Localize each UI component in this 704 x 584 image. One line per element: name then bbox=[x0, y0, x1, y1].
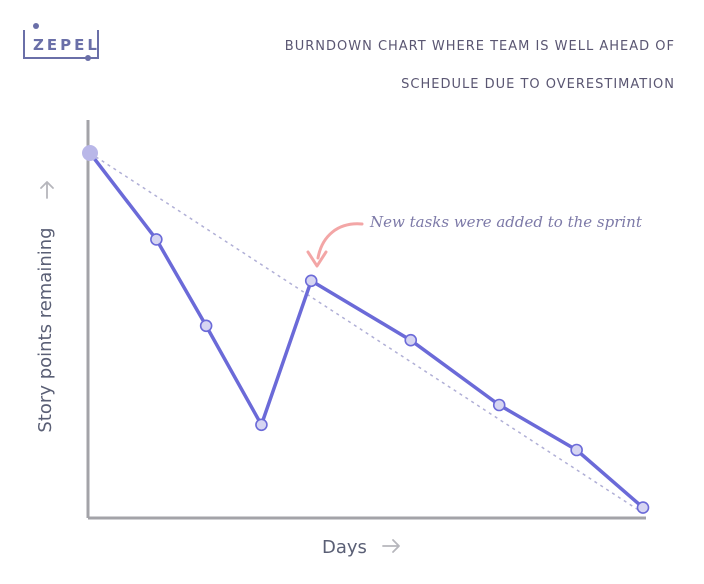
chart-title-line-1: BURNDOWN CHART WHERE TEAM IS WELL AHEAD … bbox=[285, 39, 675, 54]
data-point-4 bbox=[304, 274, 318, 288]
chart-title-line-2: SCHEDULE DUE TO OVERESTIMATION bbox=[401, 77, 675, 92]
annotation-text: New tasks were added to the sprint bbox=[369, 213, 643, 231]
y-axis-label: Story points remaining bbox=[35, 227, 56, 432]
data-point-3 bbox=[255, 418, 268, 432]
data-point-1 bbox=[150, 233, 163, 246]
data-point-7 bbox=[570, 443, 583, 457]
zepel-logo: ZEPEL bbox=[23, 23, 100, 61]
data-points bbox=[82, 145, 650, 514]
logo-dot-bottom bbox=[85, 55, 91, 61]
x-axis-label: Days bbox=[322, 537, 367, 558]
x-axis-arrow-icon bbox=[382, 539, 400, 553]
logo-bracket-icon bbox=[23, 30, 99, 59]
annotation-arrowhead-icon bbox=[306, 250, 328, 268]
data-point-5 bbox=[404, 333, 418, 347]
data-point-2 bbox=[199, 319, 213, 333]
start-point bbox=[82, 145, 98, 161]
data-point-6 bbox=[492, 398, 506, 412]
logo-text: ZEPEL bbox=[33, 36, 100, 54]
ideal-burndown-line bbox=[89, 152, 644, 514]
annotation-arrow-icon bbox=[316, 222, 364, 260]
data-point-8 bbox=[636, 501, 650, 514]
logo-dot-top bbox=[33, 23, 39, 29]
y-axis-arrow-icon bbox=[40, 181, 54, 199]
